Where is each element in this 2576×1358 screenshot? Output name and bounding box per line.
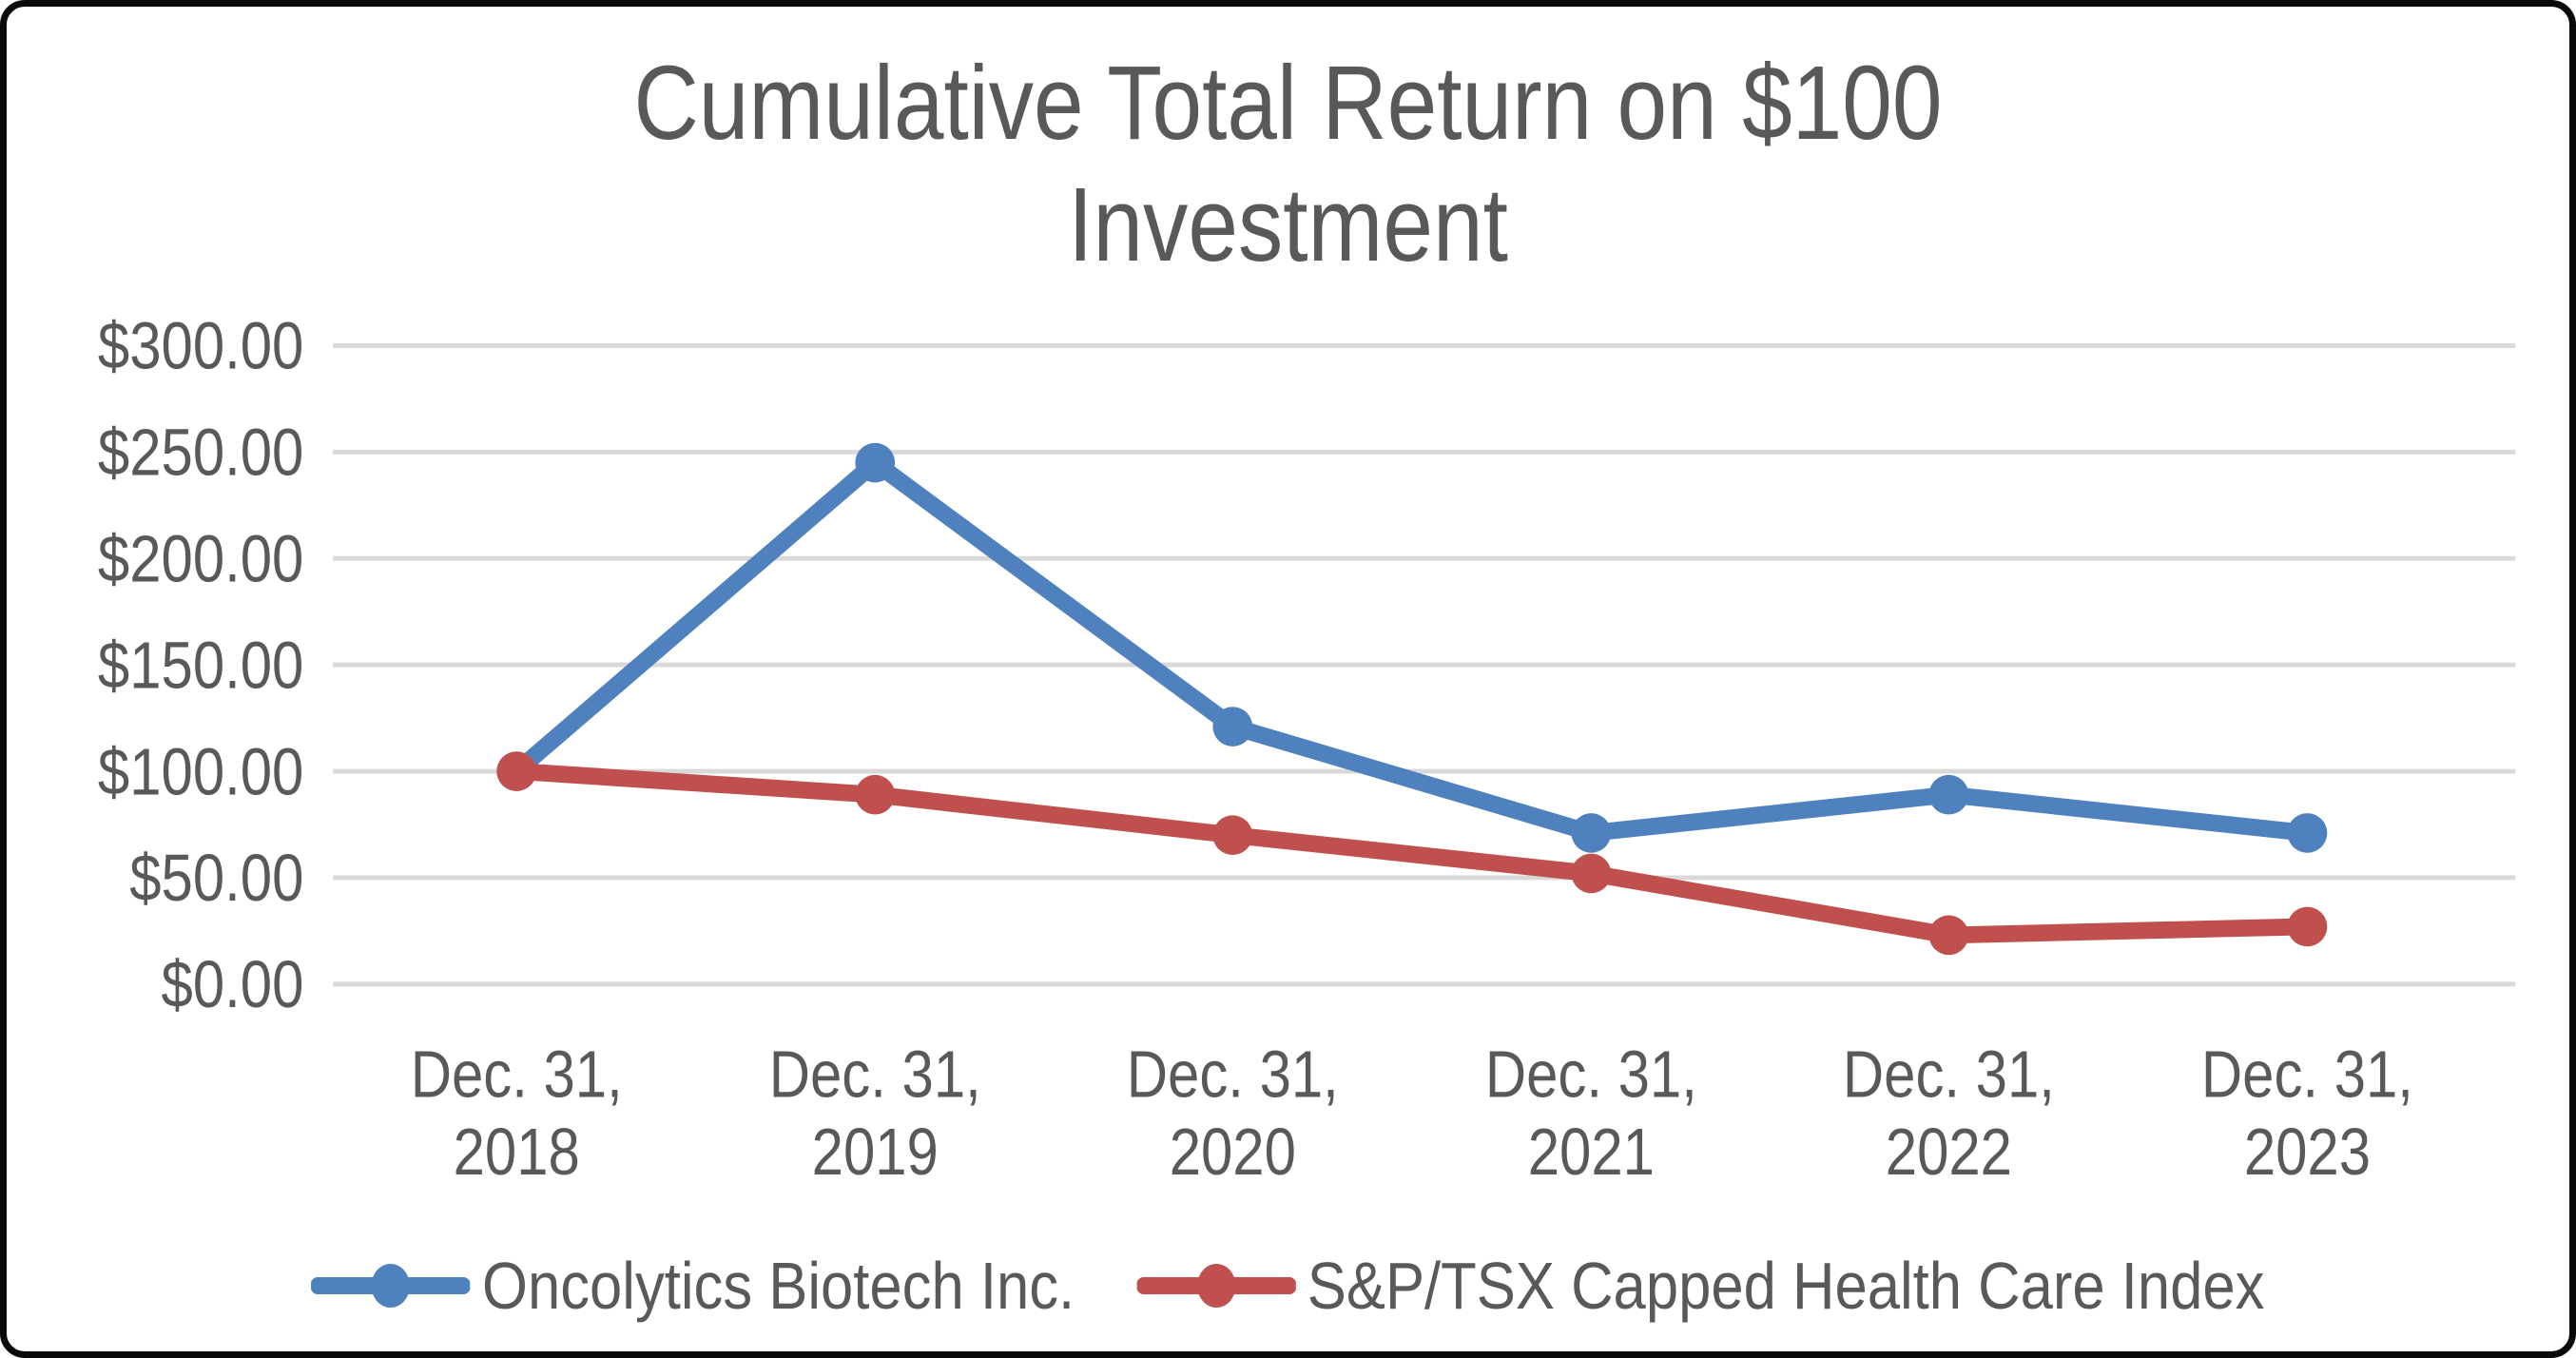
x-tick-label-line1: Dec. 31,: [769, 1038, 981, 1112]
series-0-marker-4: [1928, 774, 1969, 815]
series-1-marker-2: [1212, 815, 1253, 855]
x-tick-label-line2: 2018: [454, 1115, 580, 1189]
y-tick-label: $100.00: [98, 734, 303, 808]
x-tick-label-line1: Dec. 31,: [1485, 1038, 1697, 1112]
x-tick-label-line2: 2019: [812, 1115, 939, 1189]
chart-title: Cumulative Total Return on $100 Investme…: [186, 43, 2391, 285]
y-tick-label: $250.00: [98, 415, 303, 489]
y-tick-label: $300.00: [98, 309, 303, 383]
legend-swatch-sptsx: [1136, 1264, 1296, 1308]
series-1-marker-5: [2287, 906, 2328, 947]
legend: Oncolytics Biotech Inc. S&P/TSX Capped H…: [161, 1238, 2416, 1333]
series-1-marker-0: [496, 751, 537, 791]
legend-swatch-oncolytics: [311, 1264, 471, 1308]
legend-marker-icon: [1196, 1264, 1236, 1308]
x-tick-label-line2: 2020: [1170, 1115, 1296, 1189]
series-0-marker-5: [2287, 813, 2328, 853]
series-1-marker-4: [1928, 915, 1969, 956]
series-0-marker-1: [855, 442, 896, 483]
chart-title-line-2: Investment: [1068, 165, 1508, 283]
y-tick-label: $200.00: [98, 521, 303, 595]
x-tick-label-line2: 2022: [1886, 1115, 2012, 1189]
plot-area: $0.00 $50.00 $100.00 $150.00 $200.00 $250.00 $…: [98, 309, 2516, 1189]
series-1-marker-1: [855, 774, 896, 815]
x-tick-label-line2: 2023: [2244, 1115, 2371, 1189]
x-tick-label-line1: Dec. 31,: [2201, 1038, 2413, 1112]
series-0-marker-3: [1571, 813, 1612, 853]
legend-marker-icon: [371, 1264, 411, 1308]
chart-title-line-1: Cumulative Total Return on $100: [633, 45, 1943, 162]
x-tick-label-line1: Dec. 31,: [1843, 1038, 2055, 1112]
series-line-0: [508, 454, 2316, 842]
y-tick-label: $0.00: [162, 947, 304, 1021]
series-1-marker-3: [1571, 853, 1612, 894]
series-line-1: [508, 763, 2316, 944]
x-tick-label-line1: Dec. 31,: [411, 1038, 623, 1112]
x-tick-label-line1: Dec. 31,: [1127, 1038, 1339, 1112]
legend-label-sptsx: S&P/TSX Capped Health Care Index: [1307, 1249, 2265, 1323]
series-0-marker-2: [1212, 707, 1253, 747]
legend-label-oncolytics: Oncolytics Biotech Inc.: [482, 1249, 1075, 1323]
y-tick-label: $50.00: [129, 841, 303, 915]
x-tick-label-line2: 2021: [1528, 1115, 1655, 1189]
legend-item-oncolytics: Oncolytics Biotech Inc.: [311, 1248, 1075, 1324]
legend-item-sptsx: S&P/TSX Capped Health Care Index: [1136, 1248, 2264, 1324]
y-tick-label: $150.00: [98, 628, 303, 702]
